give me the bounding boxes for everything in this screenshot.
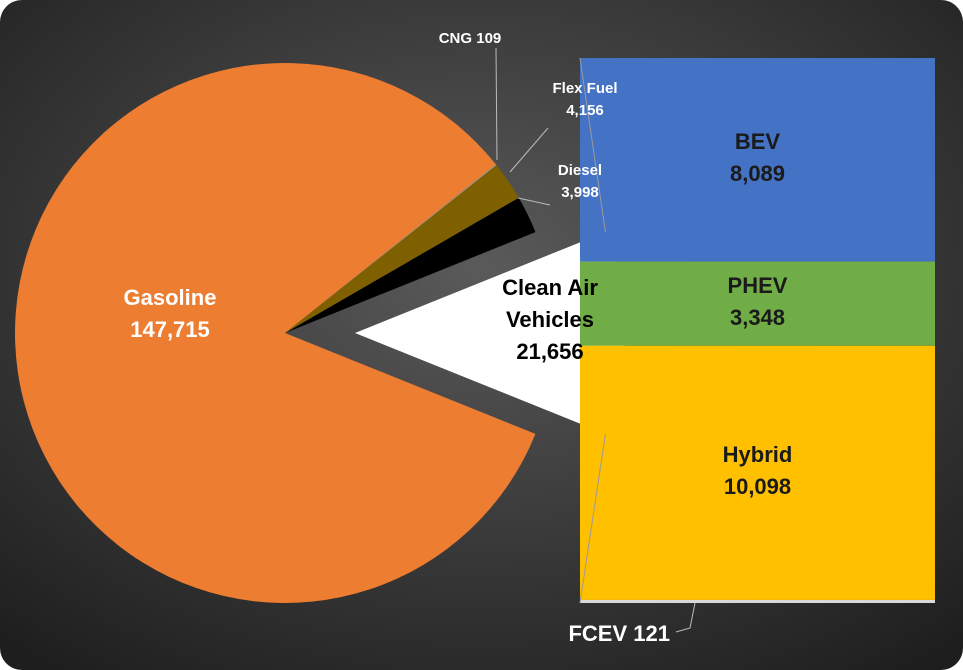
pie-slice — [285, 197, 536, 333]
category-label: Clean Air Vehicles — [502, 275, 598, 332]
bar-segment — [580, 58, 935, 262]
pie-slice — [14, 62, 536, 604]
slice-label: Clean Air Vehicles 21,656 — [485, 272, 615, 368]
pie-slice — [285, 164, 497, 333]
category-label: BEV — [734, 128, 781, 154]
category-label: Gasoline — [123, 285, 217, 310]
slice-label: Diesel 3,998 — [535, 160, 625, 204]
category-label: FCEV — [568, 621, 628, 646]
category-label: PHEV — [727, 272, 788, 298]
value-label: 147,715 — [130, 316, 210, 342]
value-label: 10,098 — [723, 473, 792, 499]
slice-label: Flex Fuel 4,156 — [535, 78, 635, 122]
leader-line — [517, 197, 551, 206]
connector-line — [579, 433, 606, 604]
value-label: 4,156 — [566, 101, 604, 119]
bar-segment — [580, 599, 935, 603]
category-label: Hybrid — [722, 441, 793, 467]
leader-line — [509, 127, 549, 173]
pie-slice — [355, 232, 625, 434]
category-label: Diesel — [557, 162, 603, 179]
leader-line — [495, 47, 498, 161]
segment-label: FCEV 121 — [520, 618, 670, 650]
segment-label: PHEV 3,348 — [580, 270, 935, 334]
value-label: 8,089 — [729, 160, 786, 186]
category-label: CNG — [438, 30, 473, 47]
slice-label: Gasoline 147,715 — [90, 282, 250, 346]
connector-line — [579, 57, 606, 233]
leader-line — [675, 602, 696, 633]
value-label: 121 — [627, 621, 670, 646]
value-label: 109 — [472, 30, 502, 47]
value-label: 21,656 — [516, 338, 584, 364]
segment-label: BEV 8,089 — [580, 126, 935, 190]
slice-label: CNG 109 — [420, 28, 520, 50]
value-label: 3,998 — [561, 183, 599, 201]
value-label: 3,348 — [729, 304, 786, 330]
pie-slice — [285, 165, 519, 333]
bar-segment — [580, 261, 935, 346]
bar-segment — [580, 345, 935, 600]
category-label: Flex Fuel — [552, 80, 618, 97]
segment-label: Hybrid 10,098 — [580, 439, 935, 503]
